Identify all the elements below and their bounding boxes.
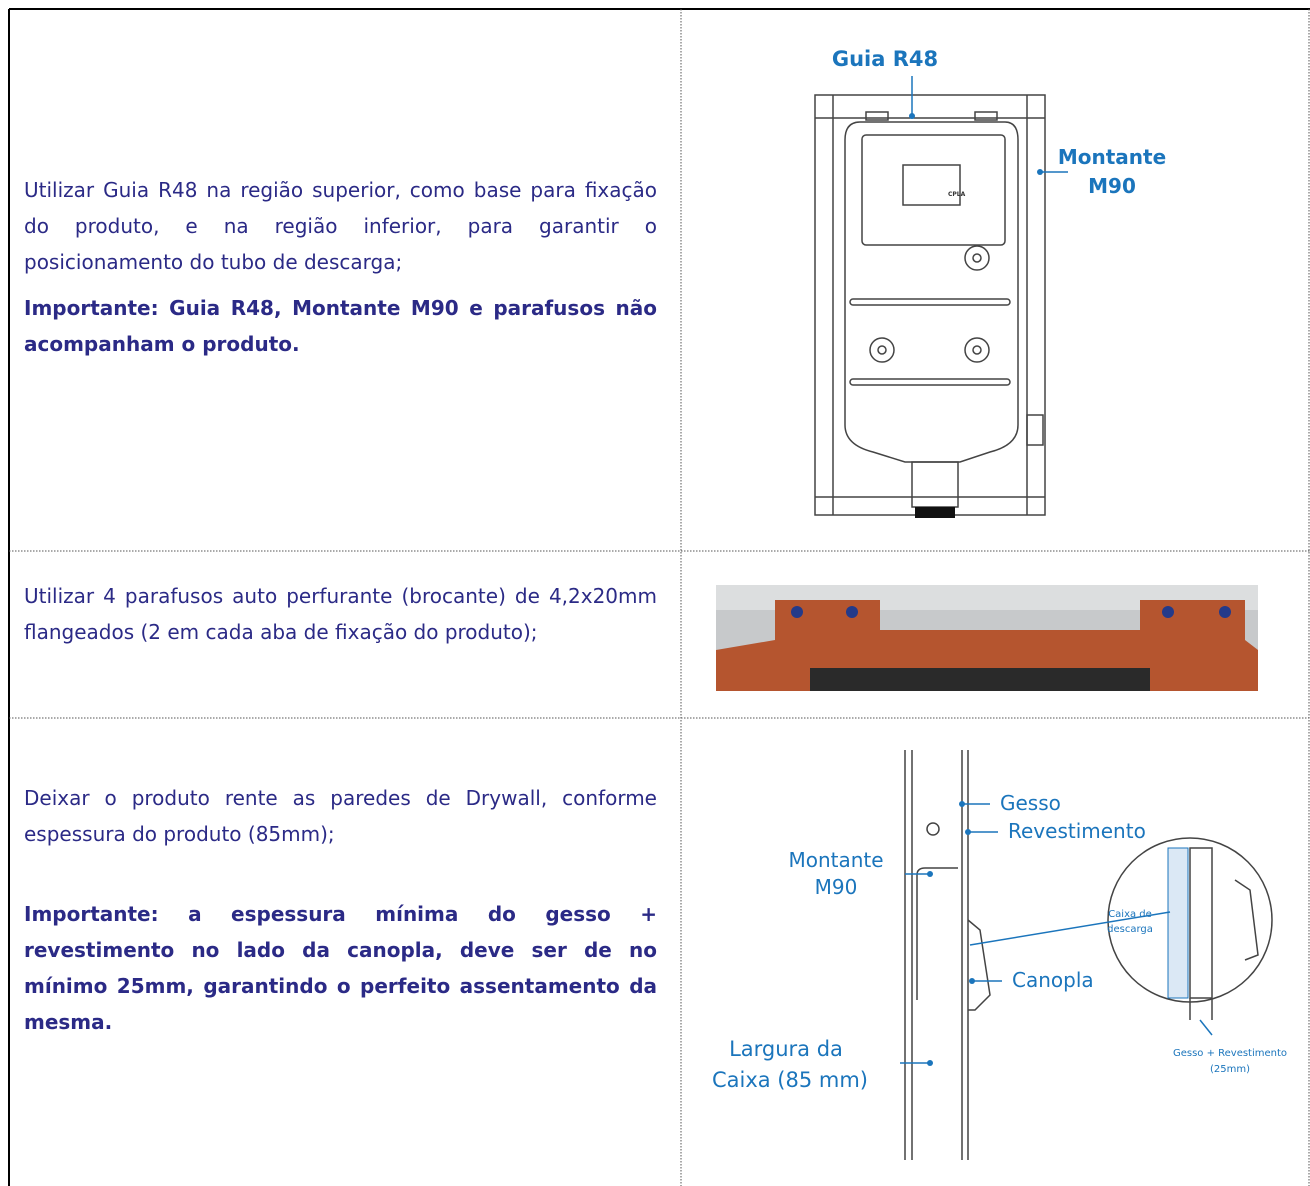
- diagram-label: M90: [815, 875, 858, 899]
- diagram-label: Montante: [788, 848, 883, 872]
- diagram-label: M90: [1088, 174, 1136, 198]
- diagram-label: Largura da: [729, 1037, 843, 1061]
- logo-text: CPLA: [948, 191, 966, 198]
- diagram-label: Gesso + Revestimento: [1173, 1048, 1287, 1059]
- diagram-label: Revestimento: [1008, 819, 1146, 843]
- paragraph: Deixar o produto rente as paredes de Dry…: [24, 786, 657, 846]
- wall-drawing: [904, 750, 1273, 1160]
- cell: Utilizar 4 parafusos auto perfurante (br…: [24, 578, 657, 650]
- diagram-label: Caixa (85 mm): [712, 1068, 868, 1092]
- cell: Deixar o produto rente as paredes de Dry…: [24, 780, 657, 1040]
- diagram-label: Gesso: [1000, 791, 1061, 815]
- note: Importante: Guia R48, Montante M90 e par…: [24, 296, 657, 356]
- paragraph: Utilizar 4 parafusos auto perfurante (br…: [24, 584, 657, 644]
- diagram-label: (25mm): [1210, 1064, 1250, 1075]
- diagram-label: Guia R48: [832, 47, 938, 71]
- tank-drawing: CPLA: [814, 94, 1046, 518]
- diagram-label: Caixa de: [1108, 909, 1152, 920]
- paragraph: Utilizar Guia R48 na região superior, co…: [24, 178, 657, 274]
- diagram-label: descarga: [1107, 924, 1153, 935]
- diagram-label: Canopla: [1012, 968, 1094, 992]
- note: Importante: a espessura mínima do gesso …: [24, 902, 657, 1034]
- screw-photo: [716, 585, 1258, 691]
- cell: Utilizar Guia R48 na região superior, co…: [24, 172, 657, 362]
- diagram-label: Montante: [1058, 145, 1166, 169]
